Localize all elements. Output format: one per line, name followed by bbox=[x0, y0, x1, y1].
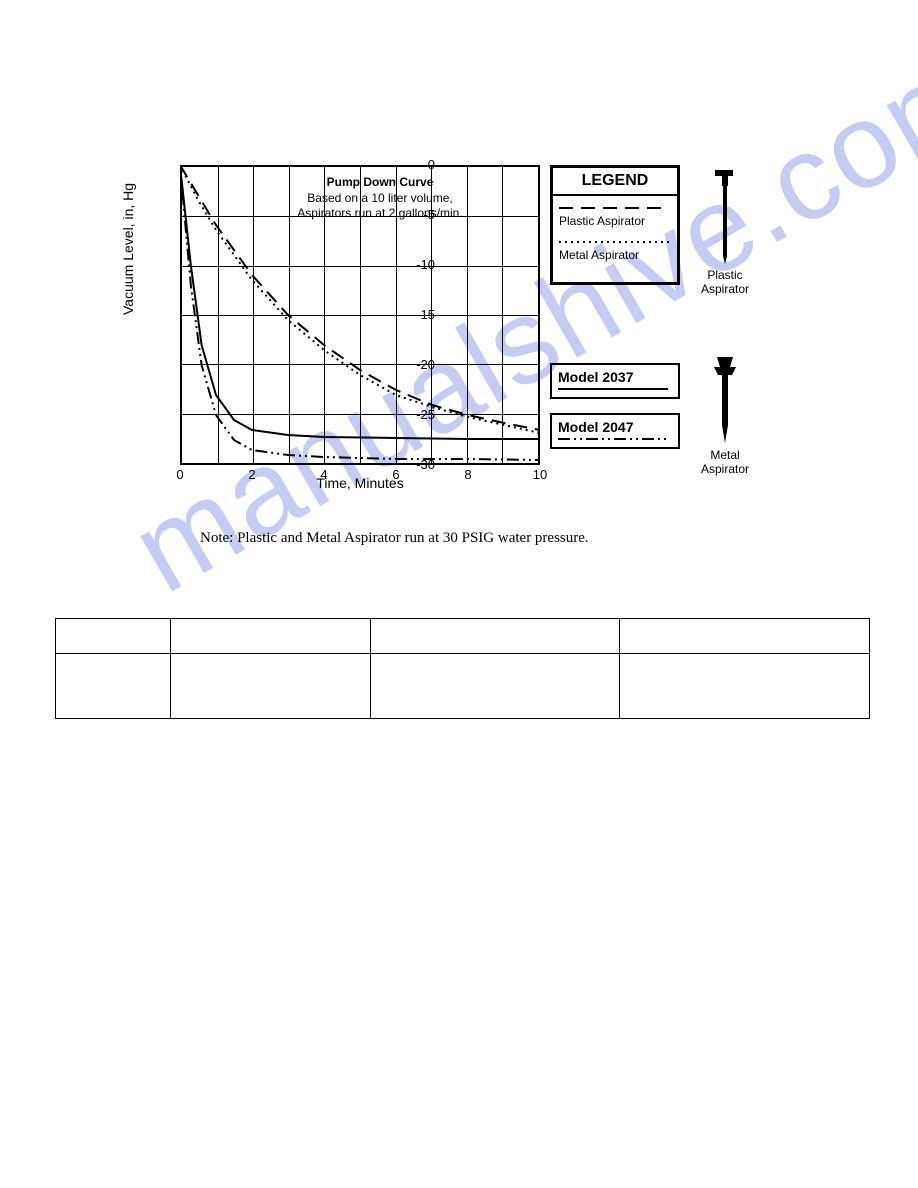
table-cell bbox=[56, 619, 171, 654]
legend-item-plastic: Plastic Aspirator bbox=[559, 204, 671, 228]
legend-item-metal: Metal Aspirator bbox=[559, 238, 671, 262]
legend-label-metal: Metal Aspirator bbox=[559, 248, 639, 262]
table-cell bbox=[620, 654, 870, 719]
chart-title: Pump Down Curve Based on a 10 liter volu… bbox=[265, 175, 495, 222]
table-row bbox=[56, 619, 870, 654]
model-label-2047: Model 2047 bbox=[558, 419, 633, 435]
table-cell bbox=[170, 654, 370, 719]
y-tick-label: -20 bbox=[395, 357, 435, 372]
plastic-aspirator-label: PlasticAspirator bbox=[695, 268, 755, 296]
legend-box: LEGEND Plastic Aspirator Metal Aspirator bbox=[550, 165, 680, 285]
table-cell bbox=[620, 619, 870, 654]
footnote: Note: Plastic and Metal Aspirator run at… bbox=[200, 530, 589, 547]
table-cell bbox=[170, 619, 370, 654]
y-tick-label: 0 bbox=[395, 157, 435, 172]
page: manualshive.com Vacuum Level, in, Hg bbox=[0, 0, 918, 1188]
table-cell bbox=[370, 619, 620, 654]
empty-table bbox=[55, 618, 870, 719]
y-tick-label: -25 bbox=[395, 407, 435, 422]
metal-aspirator-label: MetalAspirator bbox=[695, 448, 755, 476]
y-tick-label: -10 bbox=[395, 257, 435, 272]
plastic-aspirator-icon: PlasticAspirator bbox=[695, 165, 755, 296]
chart-title-line3: Aspirators run at 2 gallons/min. bbox=[265, 206, 495, 222]
y-tick-label: -5 bbox=[395, 207, 435, 222]
model-box-2037: Model 2037 bbox=[550, 363, 680, 399]
legend-label-plastic: Plastic Aspirator bbox=[559, 214, 645, 228]
chart-title-line2: Based on a 10 liter volume, bbox=[265, 191, 495, 207]
chart-container: Vacuum Level, in, Hg Pump Down C bbox=[130, 155, 750, 515]
table-cell bbox=[370, 654, 620, 719]
table-row bbox=[56, 654, 870, 719]
metal-aspirator-icon: MetalAspirator bbox=[695, 355, 755, 476]
y-tick-label: -15 bbox=[395, 307, 435, 322]
legend-title: LEGEND bbox=[553, 168, 677, 196]
x-axis-label: Time, Minutes bbox=[180, 475, 540, 491]
model-box-2047: Model 2047 bbox=[550, 413, 680, 449]
chart-title-line1: Pump Down Curve bbox=[265, 175, 495, 191]
table-cell bbox=[56, 654, 171, 719]
y-axis-label: Vacuum Level, in, Hg bbox=[120, 183, 136, 315]
model-label-2037: Model 2037 bbox=[558, 369, 633, 385]
